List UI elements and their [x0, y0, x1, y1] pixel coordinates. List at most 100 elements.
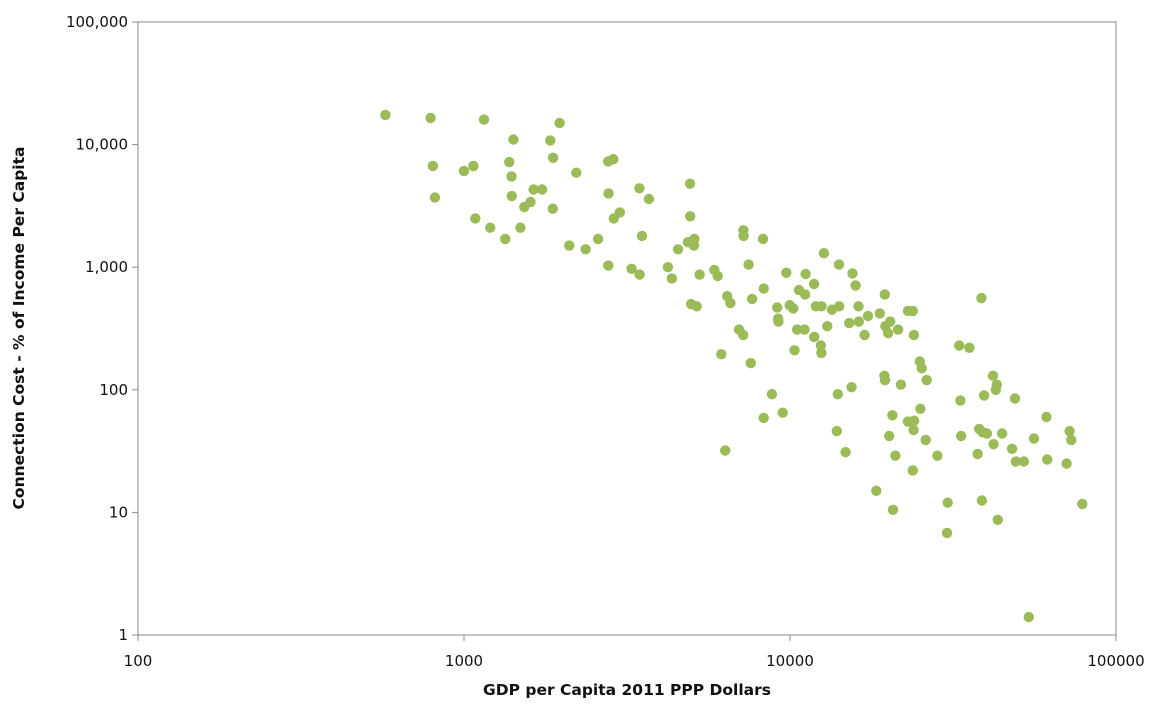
- y-tick-label: 1: [118, 626, 128, 644]
- data-point: [976, 495, 988, 506]
- data-point: [941, 527, 953, 539]
- data-point: [634, 269, 645, 280]
- data-point: [766, 389, 778, 400]
- data-point: [773, 316, 784, 327]
- data-point: [1066, 434, 1077, 446]
- data-point: [887, 504, 899, 515]
- data-point: [1028, 433, 1040, 444]
- data-point: [536, 184, 548, 195]
- data-point: [614, 207, 625, 218]
- data-point: [580, 244, 591, 255]
- data-point: [907, 305, 918, 317]
- data-point: [859, 329, 870, 341]
- data-point: [840, 447, 851, 458]
- data-point: [685, 211, 696, 222]
- y-tick-label: 1,000: [85, 258, 128, 276]
- data-point: [908, 329, 920, 341]
- data-point: [853, 316, 864, 327]
- data-point: [799, 324, 810, 335]
- data-point: [832, 389, 843, 400]
- data-point: [987, 370, 999, 381]
- data-point: [879, 289, 890, 300]
- data-point: [716, 349, 727, 360]
- data-point: [850, 280, 861, 291]
- data-point: [725, 297, 736, 309]
- data-point: [955, 395, 966, 406]
- data-point: [789, 345, 800, 356]
- data-point: [887, 410, 898, 421]
- data-point: [908, 415, 920, 426]
- data-point: [964, 342, 975, 353]
- data-point: [879, 374, 891, 386]
- data-point: [545, 135, 556, 146]
- data-point: [738, 230, 749, 242]
- data-point: [571, 167, 582, 178]
- data-point: [976, 292, 987, 304]
- data-point: [603, 260, 614, 271]
- data-point: [478, 114, 490, 125]
- data-point: [1018, 456, 1029, 467]
- data-point: [847, 268, 858, 279]
- plot-area: [137, 21, 1117, 636]
- y-tick-label: 10,000: [76, 136, 129, 154]
- data-point: [758, 283, 769, 294]
- data-point: [745, 357, 756, 369]
- data-point: [818, 248, 830, 259]
- data-point: [684, 178, 696, 189]
- data-point: [470, 213, 481, 224]
- data-point: [844, 317, 855, 329]
- data-point: [833, 259, 845, 270]
- data-point: [1006, 443, 1018, 454]
- data-point: [500, 233, 511, 245]
- data-point: [892, 324, 904, 335]
- data-point: [815, 340, 827, 351]
- data-point: [954, 340, 965, 351]
- data-series: [380, 109, 1088, 623]
- data-point: [920, 434, 931, 446]
- data-point: [874, 308, 885, 319]
- data-point: [895, 379, 907, 390]
- data-point: [738, 329, 749, 341]
- data-point: [992, 514, 1003, 525]
- y-tick-label: 100,000: [66, 13, 128, 31]
- data-point: [666, 273, 678, 284]
- data-point: [1061, 458, 1072, 469]
- y-tick-label: 100: [99, 381, 128, 399]
- data-point: [634, 183, 645, 194]
- data-point: [834, 301, 845, 312]
- data-point: [890, 450, 901, 461]
- data-point: [746, 293, 758, 305]
- data-point: [720, 445, 731, 456]
- data-point: [908, 424, 919, 436]
- data-point: [988, 439, 999, 450]
- data-point: [506, 171, 517, 182]
- data-point: [468, 160, 479, 172]
- data-point: [662, 262, 674, 273]
- x-tick-label: 100: [124, 652, 153, 670]
- data-point: [1042, 454, 1053, 465]
- data-point: [1009, 393, 1021, 404]
- data-point: [508, 134, 519, 145]
- x-tick-label: 1000: [445, 652, 483, 670]
- data-point: [603, 156, 614, 167]
- data-point: [603, 188, 614, 199]
- data-point: [781, 267, 792, 278]
- data-point: [884, 430, 895, 442]
- data-point: [772, 302, 783, 313]
- data-point: [955, 430, 967, 442]
- data-point: [506, 190, 517, 202]
- data-point: [846, 382, 857, 393]
- data-point: [996, 428, 1008, 439]
- data-point: [882, 327, 894, 339]
- data-point: [972, 448, 983, 460]
- y-axis-title: Connection Cost - % of Income Per Capita: [10, 147, 28, 510]
- data-point: [547, 203, 558, 214]
- data-point: [525, 196, 536, 208]
- data-point: [592, 233, 604, 245]
- data-point: [822, 321, 833, 332]
- data-point: [981, 428, 993, 439]
- data-point: [672, 244, 684, 255]
- x-tick-label: 100000: [1087, 652, 1144, 670]
- data-point: [853, 301, 864, 312]
- data-point: [636, 230, 648, 242]
